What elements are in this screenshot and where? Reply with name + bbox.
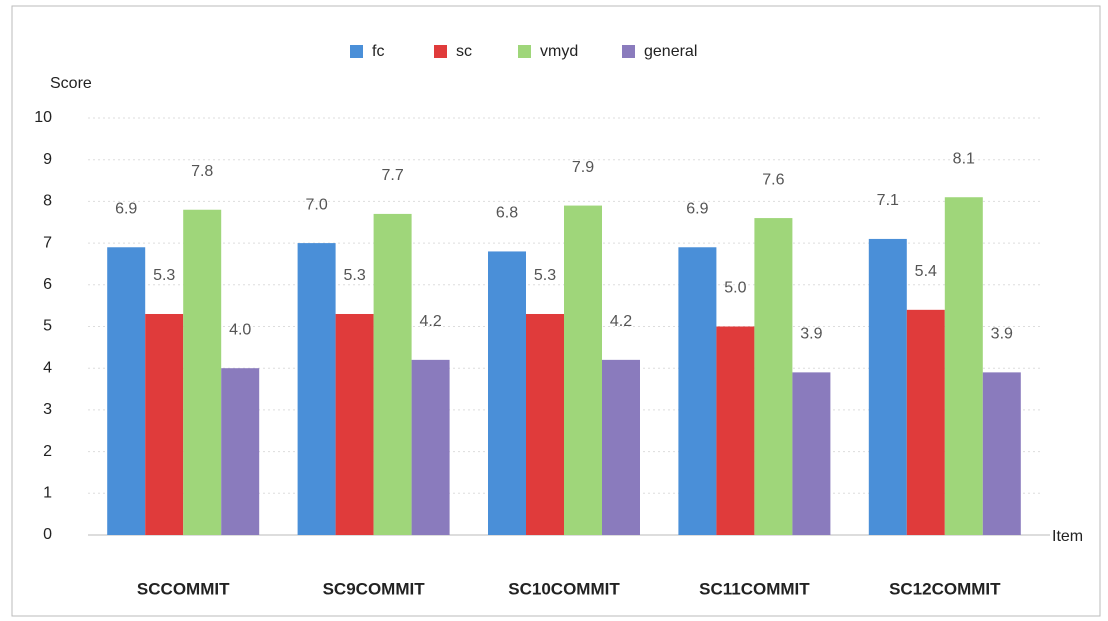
bar [183,209,222,536]
bar [221,368,260,535]
y-tick-label: 3 [43,401,52,418]
bar [564,205,602,535]
y-tick-label: 7 [43,234,52,251]
y-tick-label: 9 [43,151,52,168]
bar [373,213,412,535]
bar [754,218,793,535]
data-label: 5.4 [915,263,937,280]
data-label: 5.3 [153,267,175,284]
bar [678,247,717,535]
y-tick-label: 2 [43,443,52,460]
data-label: 5.0 [724,280,746,297]
y-tick-label: 4 [43,359,52,376]
x-axis-label: Item [1052,528,1083,545]
data-label: 7.7 [381,167,403,184]
bar [145,313,184,535]
bar [488,251,526,535]
y-tick-label: 8 [43,193,52,210]
data-label: 7.1 [877,192,899,209]
data-label: 7.0 [305,196,327,213]
y-axis-label: Score [50,75,92,92]
bar [906,309,945,535]
y-tick-label: 0 [43,526,52,543]
y-tick-label: 5 [43,318,52,335]
data-label: 6.8 [496,205,518,222]
x-tick-label: SC10COMMIT [508,579,620,598]
legend-swatch [622,45,635,58]
bar [526,313,564,535]
bar [297,243,336,535]
data-label: 3.9 [800,326,822,343]
legend-swatch [434,45,447,58]
x-tick-label: SC12COMMIT [889,579,1001,598]
data-label: 4.0 [229,321,251,338]
data-label: 4.2 [610,313,632,330]
legend-label: fc [372,43,384,60]
bar [944,197,983,536]
data-label: 6.9 [115,200,137,217]
bar [868,238,907,535]
y-tick-label: 1 [43,485,52,502]
bar [107,247,146,535]
data-label: 4.2 [419,313,441,330]
legend-swatch [350,45,363,58]
data-label: 7.9 [572,159,594,176]
data-label: 7.8 [191,163,213,180]
legend-label: sc [456,43,472,60]
y-tick-label: 10 [34,109,52,126]
data-label: 5.3 [534,267,556,284]
legend-label: general [644,43,697,60]
bar [602,359,640,535]
data-label: 6.9 [686,200,708,217]
x-tick-label: SC9COMMIT [323,579,426,598]
x-tick-label: SC11COMMIT [699,579,810,598]
bar [335,313,374,535]
legend-label: vmyd [540,43,578,60]
bar [792,372,831,535]
x-tick-label: SCCOMMIT [137,579,230,598]
bar [716,326,755,535]
data-label: 3.9 [991,326,1013,343]
bar [411,359,450,535]
bar [982,372,1021,535]
data-label: 7.6 [762,171,784,188]
data-label: 5.3 [343,267,365,284]
legend-swatch [518,45,531,58]
data-label: 8.1 [953,150,975,167]
y-tick-label: 6 [43,276,52,293]
